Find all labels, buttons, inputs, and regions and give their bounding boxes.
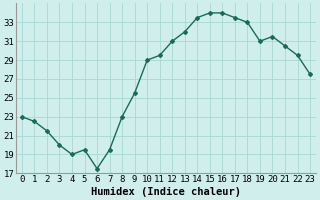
X-axis label: Humidex (Indice chaleur): Humidex (Indice chaleur) [91,186,241,197]
